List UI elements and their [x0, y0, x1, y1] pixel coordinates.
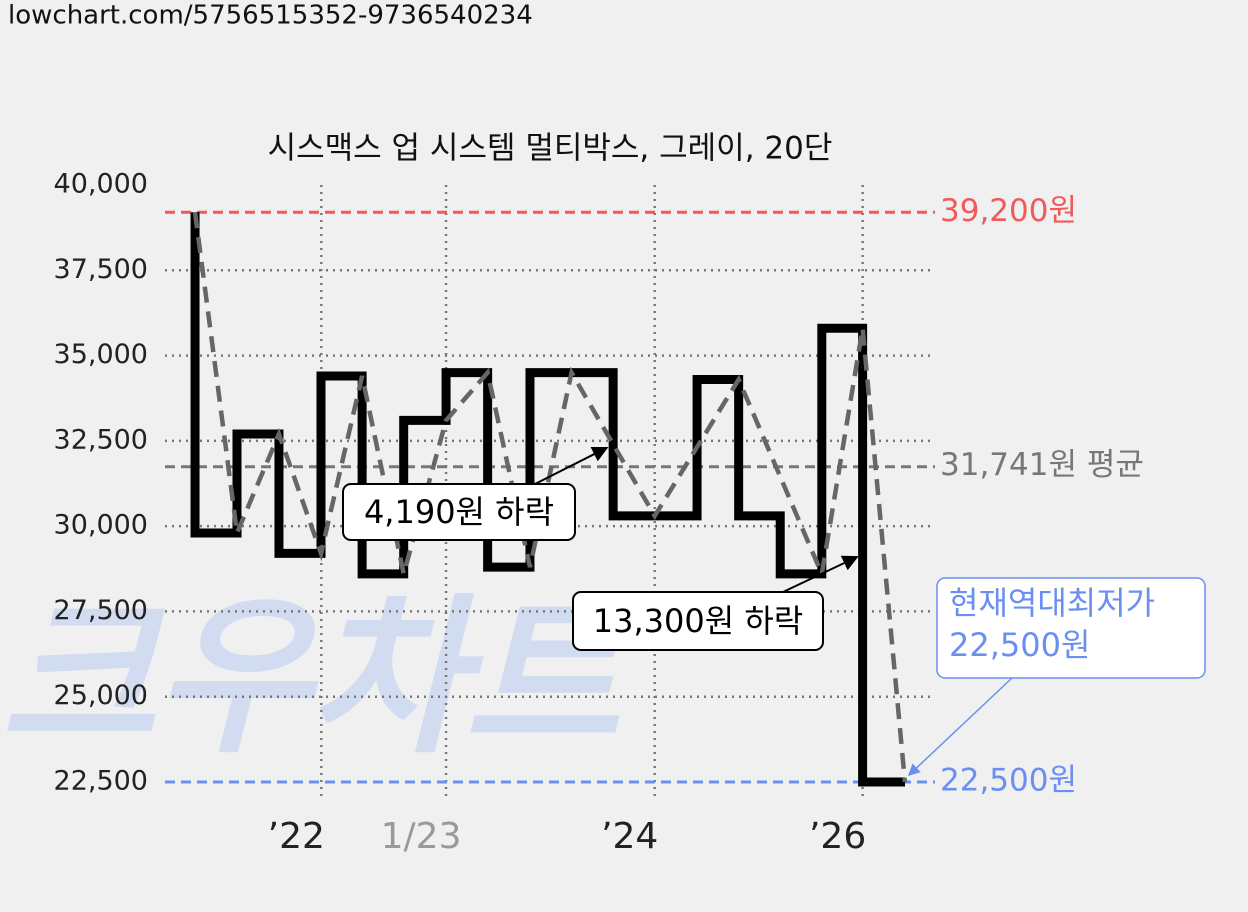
annotation-arrow: [534, 446, 609, 485]
x-tick-label: 1/23: [381, 816, 462, 857]
y-tick-label: 30,000: [54, 510, 148, 541]
annotation-text: 22,500원: [949, 626, 1090, 664]
y-tick-label: 25,000: [54, 680, 148, 711]
chart-title: 시스맥스 업 시스템 멀티박스, 그레이, 20단: [268, 131, 833, 167]
annotation-box: [572, 591, 824, 651]
x-tick-label: ’26: [809, 816, 866, 857]
annotation-text: 현재역대최저가: [949, 584, 1155, 622]
url: lowchart.com/5756515352-9736540234: [8, 1, 533, 31]
annotation-text: 4,190원 하락: [364, 493, 554, 531]
y-tick-label: 22,500: [54, 766, 148, 797]
watermark: 크우차트: [0, 579, 630, 777]
annotation-arrow: [907, 677, 1013, 776]
annotation-text: 13,300원 하락: [593, 602, 803, 640]
y-tick-label: 27,500: [54, 595, 148, 626]
x-tick-label: ’22: [268, 816, 325, 857]
reference-label: 22,500원: [940, 763, 1077, 799]
reference-label: 31,741원 평균: [940, 447, 1144, 483]
y-tick-label: 40,000: [54, 169, 148, 200]
reference-label: 39,200원: [940, 193, 1077, 229]
x-tick-label: ’24: [601, 816, 658, 857]
annotation-arrow: [782, 555, 859, 593]
annotation-box: [342, 483, 576, 541]
series-line: [190, 212, 905, 787]
series-line: [192, 211, 908, 783]
y-tick-label: 35,000: [54, 339, 148, 370]
annotation-box: [936, 577, 1206, 679]
y-tick-label: 37,500: [54, 254, 148, 285]
y-tick-label: 32,500: [54, 424, 148, 455]
